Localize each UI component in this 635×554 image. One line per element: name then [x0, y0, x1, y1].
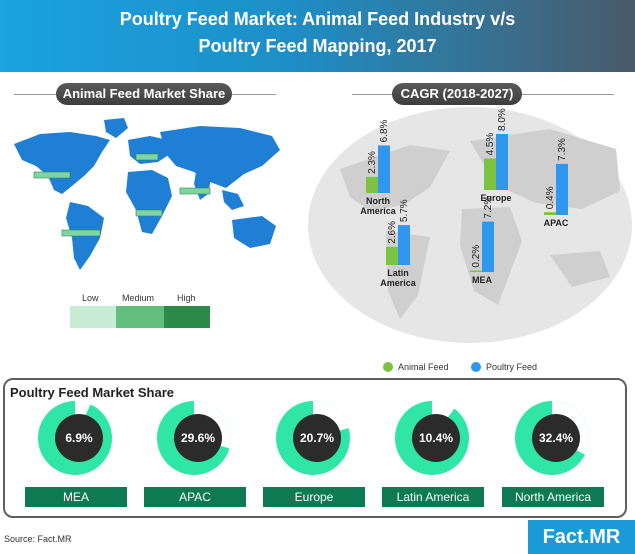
- region-label-latin-america: Latin America: [382, 487, 484, 507]
- map-india: [194, 172, 212, 200]
- region-label-europe: Europe: [263, 487, 365, 507]
- globe-land-na: [340, 145, 450, 211]
- bar-animal-north-america: [366, 176, 378, 193]
- brand-logo: Fact.MR: [528, 520, 635, 554]
- map-legend-high-label: High: [177, 293, 196, 303]
- map-highlight-na: [33, 171, 71, 179]
- map-legend-high-swatch: [164, 306, 210, 328]
- right-panel-title: CAGR (2018-2027): [392, 83, 522, 105]
- poultry-share-title: Poultry Feed Market Share: [10, 385, 174, 400]
- map-highlight-africa: [135, 209, 163, 217]
- bar-animal-latin-america: [386, 246, 398, 265]
- animal-feed-world-map: [14, 118, 280, 270]
- map-asia: [160, 126, 280, 188]
- donut-center-apac: [174, 414, 222, 462]
- donut-center-europe: [293, 414, 341, 462]
- left-panel-title: Animal Feed Market Share: [56, 83, 232, 105]
- header-banner: Poultry Feed Market: Animal Feed Industr…: [0, 0, 635, 72]
- page-title-line2: Poultry Feed Mapping, 2017: [198, 36, 437, 56]
- label-poultry-apac: 7.3%: [557, 138, 568, 161]
- donut-center-mea: [55, 414, 103, 462]
- donut-value-north-america: 32.4%: [539, 431, 573, 445]
- poultry-share-panel: [3, 378, 627, 518]
- legend-animal-label: Animal Feed: [398, 362, 449, 372]
- donut-value-latin-america: 10.4%: [419, 431, 453, 445]
- legend-animal-swatch: [383, 362, 393, 372]
- category-label-latin-america: Latin: [387, 268, 409, 278]
- map-legend-low-swatch: [70, 306, 116, 328]
- bar-poultry-mea: [482, 221, 494, 272]
- map-legend-medium-label: Medium: [122, 293, 155, 303]
- map-africa: [126, 170, 172, 234]
- category-label-apac: APAC: [544, 218, 569, 228]
- region-label-north-america: North America: [502, 487, 604, 507]
- bar-animal-mea: [470, 270, 482, 272]
- bar-poultry-apac: [556, 163, 568, 215]
- map-australia: [232, 216, 276, 248]
- page-title-line1: Poultry Feed Market: Animal Feed Industr…: [119, 9, 516, 29]
- legend-poultry-swatch: [471, 362, 481, 372]
- category-label-north-america: America: [360, 206, 397, 216]
- donut-value-europe: 20.7%: [300, 431, 334, 445]
- donut-center-latin-america: [412, 414, 460, 462]
- map-highlight-asia: [179, 187, 211, 195]
- poultry-share-donuts: 6.9% 29.6% 20.7% 10.4% 32.4%: [38, 401, 589, 475]
- label-poultry-north-america: 6.8%: [379, 119, 390, 142]
- source-note: Source: Fact.MR: [4, 534, 72, 544]
- bar-poultry-europe: [496, 134, 508, 190]
- category-label-latin-america: America: [380, 278, 417, 288]
- bar-animal-apac: [544, 212, 556, 215]
- cagr-legend: Animal Feed Poultry Feed: [383, 362, 537, 372]
- label-animal-mea: 0.2%: [471, 245, 482, 268]
- map-greenland: [104, 118, 128, 138]
- donut-value-mea: 6.9%: [65, 431, 93, 445]
- region-label-mea: MEA: [25, 487, 127, 507]
- map-north-america: [14, 132, 110, 194]
- legend-poultry-label: Poultry Feed: [486, 362, 537, 372]
- map-highlight-sa: [61, 229, 101, 237]
- label-poultry-europe: 8.0%: [497, 108, 508, 131]
- map-southeast-asia: [222, 190, 244, 210]
- map-highlight-eu: [135, 153, 159, 161]
- label-poultry-mea: 7.2%: [483, 196, 494, 219]
- label-poultry-latin-america: 5.7%: [399, 199, 410, 222]
- page-title: Poultry Feed Market: Animal Feed Industr…: [0, 6, 635, 60]
- map-legend-medium-swatch: [116, 306, 164, 328]
- label-animal-latin-america: 2.6%: [387, 221, 398, 244]
- category-label-north-america: North: [366, 196, 390, 206]
- bar-animal-europe: [484, 158, 496, 190]
- label-animal-apac: 0.4%: [545, 186, 556, 209]
- bar-poultry-north-america: [378, 145, 390, 193]
- map-legend-low-label: Low: [82, 293, 99, 303]
- donut-center-north-america: [532, 414, 580, 462]
- label-animal-north-america: 2.3%: [367, 151, 378, 174]
- donut-value-apac: 29.6%: [181, 431, 215, 445]
- category-label-mea: MEA: [472, 275, 493, 285]
- bar-poultry-latin-america: [398, 225, 410, 265]
- category-label-europe: Europe: [480, 193, 511, 203]
- globe-land-australia: [550, 251, 610, 287]
- label-animal-europe: 4.5%: [485, 133, 496, 156]
- region-label-apac: APAC: [144, 487, 246, 507]
